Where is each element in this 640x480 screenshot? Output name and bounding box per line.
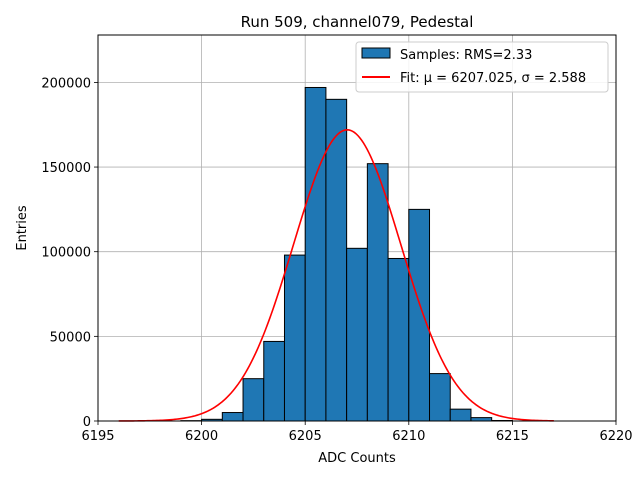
histogram-bar bbox=[283, 254, 306, 422]
fit-curve-layer bbox=[118, 129, 554, 422]
y-axis-ticks: 0 50000 100000 150000 200000 bbox=[41, 76, 98, 430]
histogram-bar bbox=[304, 86, 327, 422]
gaussian-fit-curve bbox=[118, 129, 554, 422]
histogram-bars bbox=[180, 86, 513, 422]
x-tick-label: 6215 bbox=[496, 429, 529, 444]
y-tick-label: 200000 bbox=[41, 76, 91, 91]
x-tick-label: 6200 bbox=[185, 429, 218, 444]
x-axis-ticks: 6195 6200 6205 6210 6215 6220 bbox=[81, 421, 633, 444]
chart-title: Run 509, channel079, Pedestal bbox=[241, 13, 474, 31]
histogram-bar bbox=[263, 340, 285, 422]
histogram-bar bbox=[408, 208, 431, 422]
x-tick-label: 6205 bbox=[289, 429, 322, 444]
y-tick-label: 100000 bbox=[41, 246, 91, 261]
histogram-bar bbox=[221, 412, 244, 422]
legend: Samples: RMS=2.33 Fit: μ = 6207.025, σ =… bbox=[355, 41, 609, 93]
histogram-bar bbox=[242, 378, 265, 422]
x-tick-label: 6195 bbox=[81, 429, 114, 444]
y-tick-label: 0 bbox=[83, 415, 91, 430]
legend-histogram-swatch bbox=[361, 47, 391, 59]
y-tick-label: 150000 bbox=[41, 161, 91, 176]
x-tick-label: 6220 bbox=[599, 429, 632, 444]
histogram-bar bbox=[366, 163, 389, 422]
x-tick-label: 6210 bbox=[392, 429, 425, 444]
histogram-bar bbox=[387, 257, 410, 422]
legend-box bbox=[355, 41, 609, 93]
histogram-bar bbox=[346, 247, 368, 422]
y-axis-label: Entries bbox=[15, 205, 30, 251]
histogram-bar bbox=[449, 408, 472, 422]
legend-fit-label: Fit: μ = 6207.025, σ = 2.588 bbox=[400, 71, 586, 86]
x-axis-label: ADC Counts bbox=[318, 451, 396, 466]
histogram-bar bbox=[470, 417, 493, 422]
plot-frame bbox=[97, 34, 617, 422]
histogram-bar bbox=[429, 373, 451, 422]
y-tick-label: 50000 bbox=[50, 330, 91, 345]
legend-histogram-label: Samples: RMS=2.33 bbox=[400, 48, 532, 63]
